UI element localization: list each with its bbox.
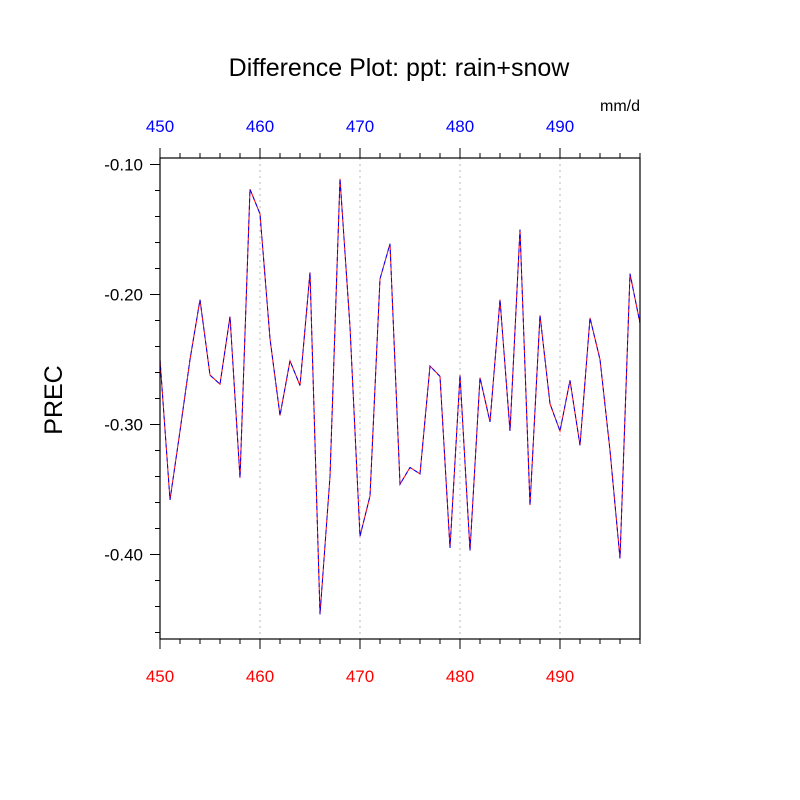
chart-title: Difference Plot: ppt: rain+snow (229, 54, 571, 82)
y-tick-label: -0.20 (104, 286, 143, 305)
units-label: mm/d (600, 98, 640, 115)
x-tick-label-bottom: 470 (346, 667, 374, 686)
y-axis-label: PREC (40, 365, 68, 434)
x-tick-label-top: 480 (446, 117, 474, 136)
y-tick-labels: -0.10 -0.20 -0.30 -0.40 (104, 156, 143, 565)
x-tick-label-top: 450 (146, 117, 174, 136)
gridlines (259, 158, 561, 639)
y-tick-label: -0.40 (104, 546, 143, 565)
minor-ticks (155, 153, 641, 644)
bottom-x-tick-labels: 450 460 470 480 490 (146, 667, 574, 686)
major-ticks (150, 148, 561, 649)
series-line (159, 178, 641, 615)
x-tick-label-bottom: 450 (146, 667, 174, 686)
y-tick-label: -0.10 (104, 156, 143, 175)
plot-frame (159, 157, 641, 640)
x-tick-label-bottom: 480 (446, 667, 474, 686)
series-layer (159, 178, 641, 615)
x-tick-label-top: 460 (246, 117, 274, 136)
y-tick-label: -0.30 (104, 416, 143, 435)
x-tick-label-bottom: 460 (246, 667, 274, 686)
series-line (159, 178, 641, 615)
x-tick-label-top: 470 (346, 117, 374, 136)
x-tick-label-top: 490 (546, 117, 574, 136)
top-x-tick-labels: 450 460 470 480 490 (146, 117, 574, 136)
x-tick-label-bottom: 490 (546, 667, 574, 686)
